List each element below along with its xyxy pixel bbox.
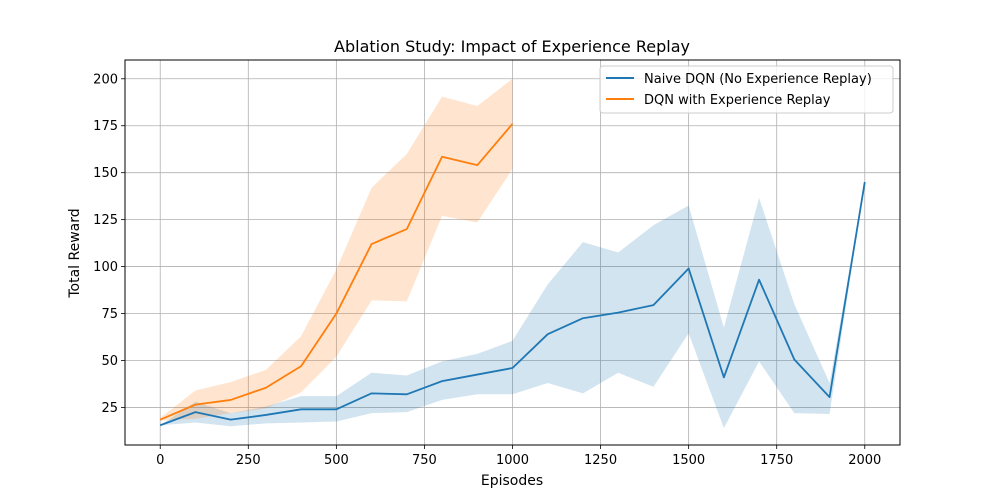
x-tick-label: 1250 (584, 453, 617, 468)
legend-label-dqn-replay: DQN with Experience Replay (644, 93, 831, 108)
confidence-bands (160, 78, 865, 429)
confidence-band-series-0 (160, 182, 865, 429)
y-tick-label: 25 (101, 401, 118, 416)
legend: Naive DQN (No Experience Replay) DQN wit… (599, 65, 894, 114)
grid (125, 60, 900, 445)
y-tick-label: 50 (101, 354, 118, 369)
legend-box (599, 65, 894, 114)
x-tick-label: 750 (412, 453, 437, 468)
x-tick-label: 2000 (848, 453, 881, 468)
y-tick-label: 150 (93, 166, 118, 181)
chart-title: Ablation Study: Impact of Experience Rep… (334, 37, 690, 56)
confidence-band-series-1 (160, 78, 513, 421)
x-axis-label: Episodes (481, 473, 543, 489)
series-line-1 (159, 123, 514, 421)
y-tick-label: 100 (93, 260, 118, 275)
x-tick-label: 1000 (496, 453, 529, 468)
y-axis-label: Total Reward (67, 208, 83, 298)
series-lines (159, 123, 866, 427)
y-tick-label: 125 (93, 213, 118, 228)
y-tick-label: 75 (101, 307, 118, 322)
x-tick-label: 500 (324, 453, 349, 468)
y-tick-label: 200 (93, 72, 118, 87)
x-tick-label: 0 (156, 453, 164, 468)
x-tick-label: 1500 (672, 453, 705, 468)
series-line-0 (159, 181, 866, 427)
x-tick-label: 250 (236, 453, 261, 468)
y-tick-label: 175 (93, 119, 118, 134)
legend-label-naive-dqn: Naive DQN (No Experience Replay) (644, 72, 872, 87)
y-axis-ticks: 25 50 75 100 125 150 175 200 (93, 72, 125, 416)
x-tick-label: 1750 (760, 453, 793, 468)
x-axis-ticks: 0 250 500 750 1000 1250 1500 1750 2000 (156, 445, 881, 468)
